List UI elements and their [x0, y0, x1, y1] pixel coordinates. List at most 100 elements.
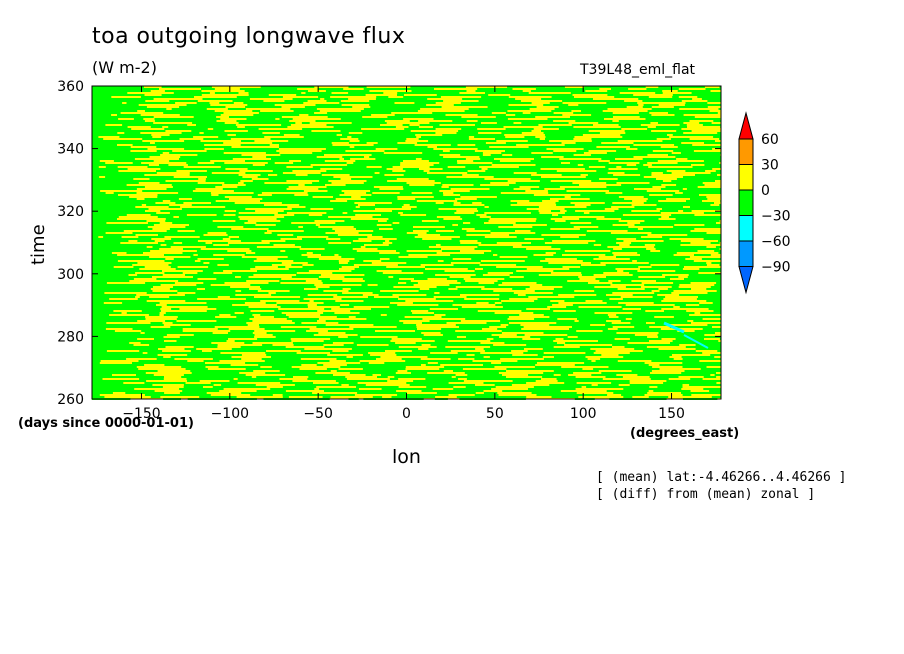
- heatmap-cell: [244, 90, 308, 92]
- heatmap-cell: [415, 198, 455, 200]
- heatmap-cell: [444, 226, 499, 228]
- heatmap-cell: [141, 330, 183, 332]
- colorbar-label: 60: [761, 132, 779, 148]
- heatmap-cell: [685, 102, 708, 104]
- heatmap-cell: [416, 206, 485, 208]
- heatmap-cell: [719, 264, 721, 266]
- heatmap-cell: [218, 366, 261, 368]
- colorbar-segment: [738, 215, 754, 242]
- heatmap-cell: [216, 214, 224, 216]
- heatmap-cell: [669, 216, 721, 218]
- heatmap-cell: [433, 118, 508, 120]
- heatmap-cell: [591, 180, 663, 182]
- heatmap-cell: [257, 270, 309, 272]
- heatmap-cell: [342, 156, 364, 158]
- heatmap-cell: [542, 266, 563, 268]
- heatmap-cell: [313, 264, 354, 266]
- heatmap-cell: [171, 262, 204, 264]
- heatmap-cell: [436, 346, 446, 348]
- heatmap-cell: [710, 354, 721, 356]
- heatmap-cell: [506, 368, 583, 370]
- heatmap-cell: [556, 378, 603, 380]
- heatmap-cell: [389, 306, 462, 308]
- heatmap-cell: [92, 376, 164, 378]
- heatmap-cell: [92, 172, 157, 174]
- heatmap-cell: [359, 206, 402, 208]
- heatmap-cell: [699, 122, 712, 124]
- heatmap-cell: [470, 222, 484, 224]
- heatmap-cell: [170, 200, 216, 202]
- heatmap-cell: [534, 318, 558, 320]
- heatmap-cell: [467, 268, 475, 270]
- heatmap-cell: [92, 164, 149, 166]
- heatmap-cell: [92, 258, 166, 260]
- heatmap-cell: [319, 388, 359, 390]
- heatmap-cell: [382, 236, 415, 238]
- heatmap-cell: [449, 150, 475, 152]
- heatmap-cell: [546, 224, 613, 226]
- heatmap-cell: [433, 126, 504, 128]
- heatmap-cell: [590, 204, 632, 206]
- heatmap-cell: [718, 240, 721, 242]
- heatmap-cell: [648, 262, 707, 264]
- heatmap-cell: [719, 138, 721, 140]
- heatmap-cell: [164, 260, 195, 262]
- colorbar-label: 0: [761, 183, 770, 199]
- heatmap-cell: [636, 238, 670, 240]
- heatmap-cell: [581, 274, 594, 276]
- heatmap-cell: [92, 152, 163, 154]
- heatmap-cell: [505, 128, 534, 130]
- heatmap-cell: [92, 322, 107, 324]
- heatmap-cell: [291, 208, 311, 210]
- heatmap-cell: [185, 368, 208, 370]
- heatmap-cell: [92, 276, 152, 278]
- heatmap-cell: [682, 366, 707, 368]
- heatmap-cell: [456, 132, 479, 134]
- heatmap-cell: [421, 390, 484, 392]
- heatmap-cell: [476, 198, 550, 200]
- heatmap-cell: [92, 298, 110, 300]
- heatmap-cell: [92, 144, 117, 146]
- heatmap-cell: [375, 158, 416, 160]
- heatmap-cell: [258, 112, 315, 114]
- heatmap-cell: [541, 98, 593, 100]
- heatmap-cell: [92, 140, 143, 142]
- heatmap-cell: [92, 184, 127, 186]
- heatmap-cell: [92, 92, 128, 94]
- heatmap-cell: [92, 150, 131, 152]
- heatmap-cell: [236, 96, 283, 98]
- heatmap-cell: [483, 364, 536, 366]
- heatmap-cell: [402, 124, 410, 126]
- heatmap-cell: [595, 360, 618, 362]
- heatmap-cell: [453, 264, 480, 266]
- heatmap-cell: [549, 316, 609, 318]
- heatmap-cell: [340, 238, 359, 240]
- heatmap-cell: [92, 386, 163, 388]
- heatmap-cell: [105, 176, 174, 178]
- heatmap-cell: [105, 166, 118, 168]
- heatmap-cell: [92, 168, 128, 170]
- heatmap-cell: [715, 170, 721, 172]
- heatmap-cell: [358, 232, 407, 234]
- heatmap-cell: [292, 320, 317, 322]
- heatmap-cell: [119, 136, 153, 138]
- heatmap-cell: [534, 366, 562, 368]
- heatmap-cell: [168, 264, 218, 266]
- heatmap-cell: [620, 280, 632, 282]
- heatmap-cell: [395, 352, 431, 354]
- heatmap-cell: [92, 338, 138, 340]
- heatmap-cell: [280, 382, 313, 384]
- heatmap-cell: [703, 212, 721, 214]
- heatmap-cell: [637, 374, 711, 376]
- heatmap-cell: [92, 136, 99, 138]
- heatmap-cell: [549, 102, 563, 104]
- heatmap-cell: [245, 106, 282, 108]
- heatmap-cell: [137, 298, 198, 300]
- heatmap-cell: [142, 190, 193, 192]
- heatmap-cell: [606, 182, 617, 184]
- heatmap-cell: [481, 242, 497, 244]
- heatmap-cell: [372, 176, 447, 178]
- heatmap-cell: [359, 140, 406, 142]
- heatmap-cell: [453, 300, 502, 302]
- heatmap-cell: [530, 90, 586, 92]
